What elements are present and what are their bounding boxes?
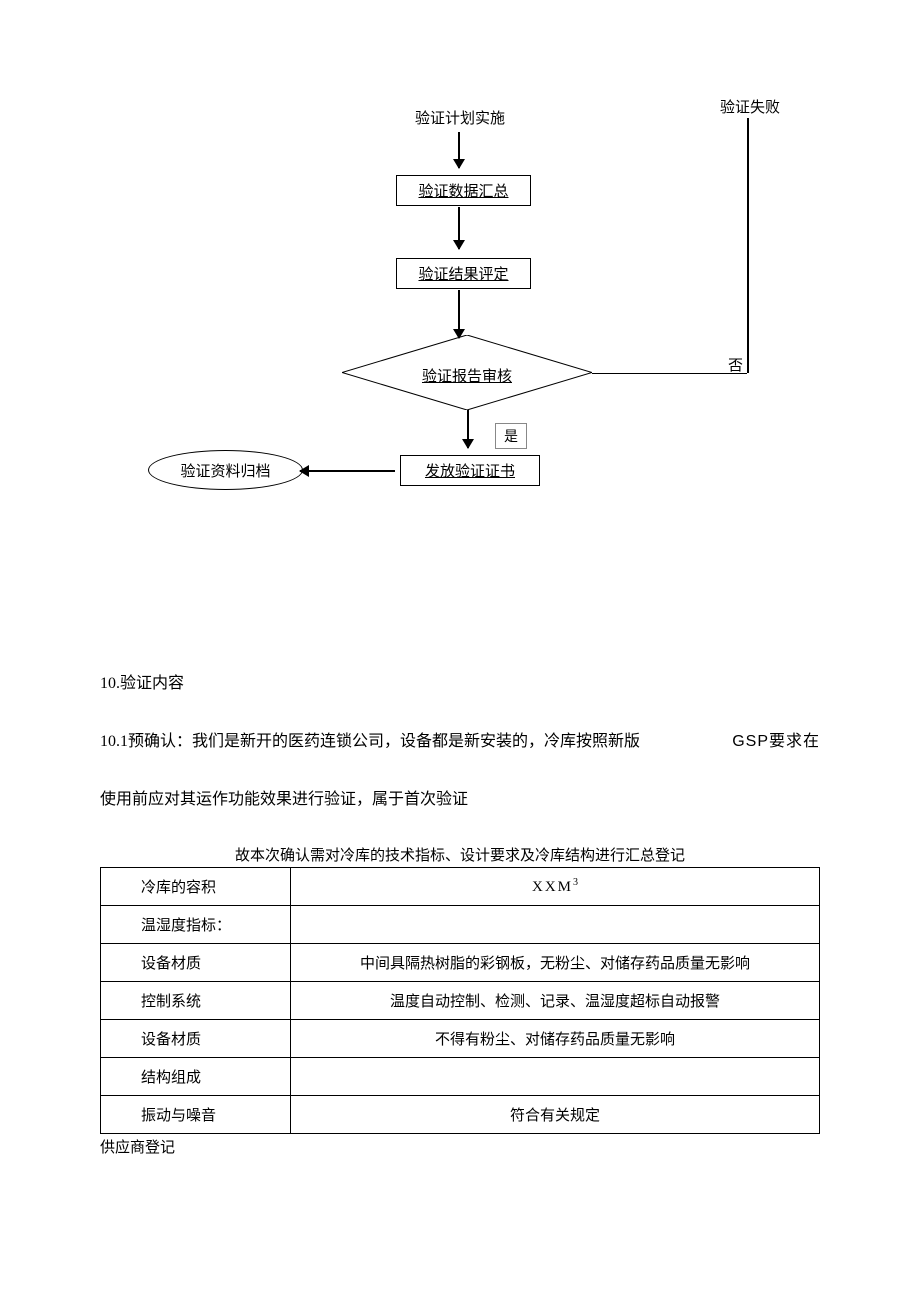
line-fail-up — [747, 118, 749, 373]
cell-value: XXM3 — [291, 868, 820, 906]
cell-value — [291, 1058, 820, 1096]
diamond-label: 验证报告审核 — [342, 365, 592, 386]
table-row: 温湿度指标： — [101, 906, 820, 944]
flow-box-issue-cert: 发放验证证书 — [400, 455, 540, 486]
cell-value: 符合有关规定 — [291, 1096, 820, 1134]
table-row: 设备材质 不得有粉尘、对储存药品质量无影响 — [101, 1020, 820, 1058]
arrow-5 — [300, 470, 395, 472]
arrow-1 — [458, 132, 460, 168]
cell-label: 温湿度指标： — [101, 906, 291, 944]
cell-label: 控制系统 — [101, 982, 291, 1020]
arrow-4 — [467, 410, 469, 448]
cell-value: 不得有粉尘、对储存药品质量无影响 — [291, 1020, 820, 1058]
flow-ellipse-archive: 验证资料归档 — [148, 450, 303, 490]
no-label: 否 — [728, 354, 743, 375]
flowchart-container: 验证计划实施 验证失败 验证数据汇总 验证结果评定 验证报告审核 否 是 发放验… — [0, 0, 920, 600]
cell-value: 中间具隔热树脂的彩钢板，无粉尘、对储存药品质量无影响 — [291, 944, 820, 982]
yes-label: 是 — [495, 423, 527, 449]
heading-10: 10.验证内容 — [100, 660, 820, 708]
cell-label: 设备材质 — [101, 944, 291, 982]
flow-box-result-eval: 验证结果评定 — [396, 258, 531, 289]
flow-fail-label: 验证失败 — [720, 96, 780, 117]
cell-label: 振动与噪音 — [101, 1096, 291, 1134]
para-10-1-line2: 使用前应对其运作功能效果进行验证，属于首次验证 — [100, 776, 820, 824]
footer-supplier: 供应商登记 — [100, 1136, 820, 1157]
cell-label: 结构组成 — [101, 1058, 291, 1096]
table-row: 结构组成 — [101, 1058, 820, 1096]
flow-decision-diamond: 验证报告审核 — [342, 335, 592, 410]
cell-label: 设备材质 — [101, 1020, 291, 1058]
cell-value: 温度自动控制、检测、记录、温湿度超标自动报警 — [291, 982, 820, 1020]
flow-start-label: 验证计划实施 — [415, 107, 505, 128]
arrow-3 — [458, 290, 460, 338]
content-section: 10.验证内容 10.1预确认：我们是新开的医药连锁公司，设备都是新安装的，冷库… — [0, 660, 920, 1157]
ellipse-label: 验证资料归档 — [180, 460, 270, 481]
spec-table: 冷库的容积 XXM3 温湿度指标： 设备材质 中间具隔热树脂的彩钢板，无粉尘、对… — [100, 867, 820, 1134]
xxm-prefix: XXM — [532, 879, 573, 895]
line-no — [592, 373, 747, 374]
flow-box-data-summary: 验证数据汇总 — [396, 175, 531, 206]
cell-value — [291, 906, 820, 944]
table-row: 冷库的容积 XXM3 — [101, 868, 820, 906]
table-row: 振动与噪音 符合有关规定 — [101, 1096, 820, 1134]
table-row: 控制系统 温度自动控制、检测、记录、温湿度超标自动报警 — [101, 982, 820, 1020]
para-10-1-part1: 10.1预确认：我们是新开的医药连锁公司，设备都是新安装的，冷库按照新版 — [100, 718, 640, 766]
cell-label: 冷库的容积 — [101, 868, 291, 906]
para-10-1-line1: 10.1预确认：我们是新开的医药连锁公司，设备都是新安装的，冷库按照新版 GSP… — [100, 718, 820, 766]
xxm-sup: 3 — [573, 877, 578, 888]
table-caption: 故本次确认需对冷库的技术指标、设计要求及冷库结构进行汇总登记 — [100, 844, 820, 865]
arrow-2 — [458, 207, 460, 249]
gsp-text: GSP要求在 — [732, 718, 820, 766]
table-row: 设备材质 中间具隔热树脂的彩钢板，无粉尘、对储存药品质量无影响 — [101, 944, 820, 982]
